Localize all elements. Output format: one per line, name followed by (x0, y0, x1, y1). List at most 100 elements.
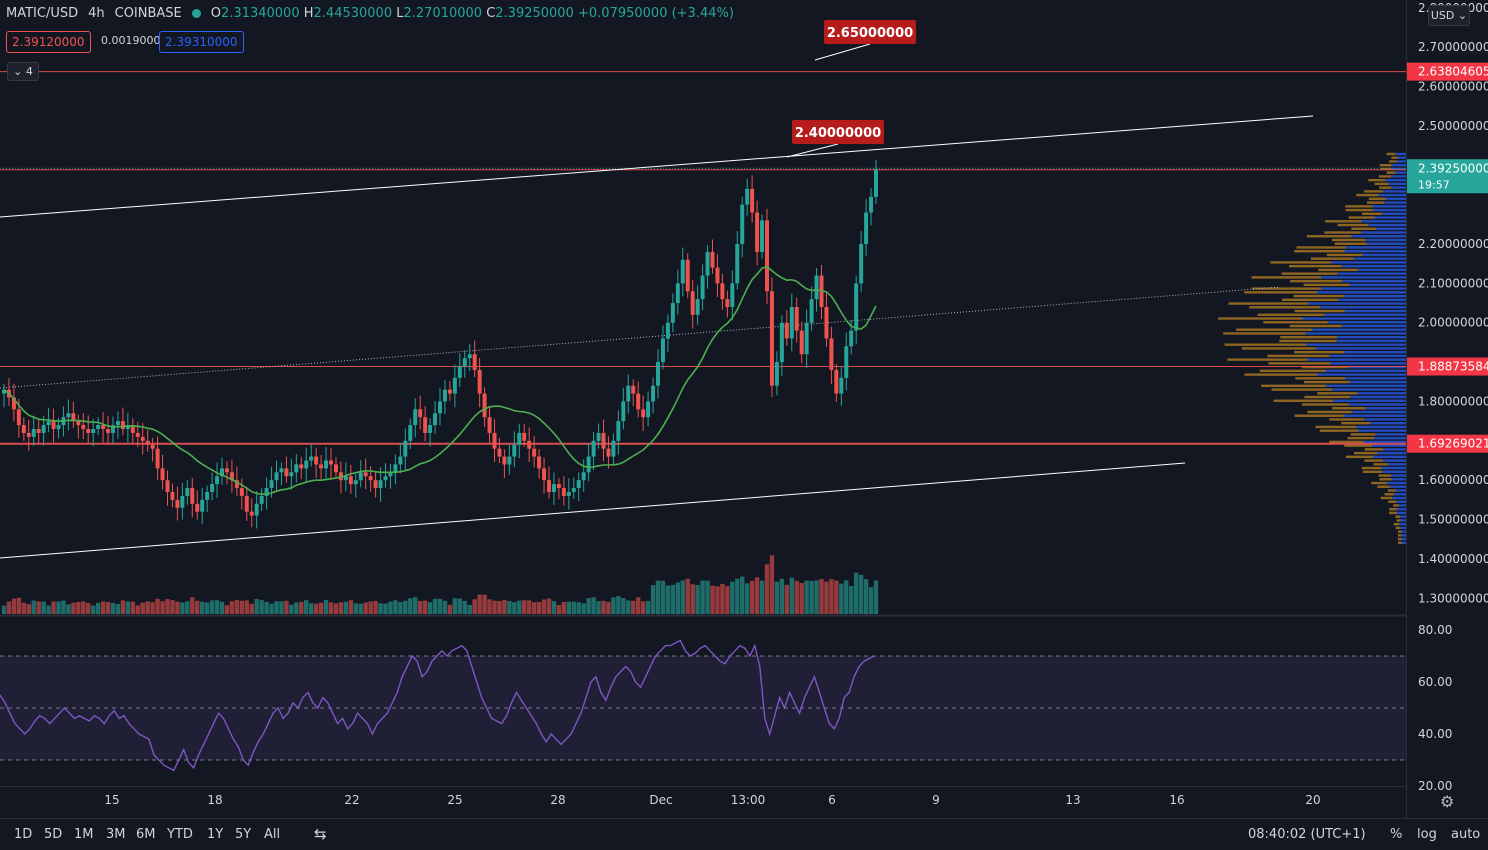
x-tick-label: 16 (1169, 793, 1184, 807)
volume-profile-down (1364, 448, 1384, 451)
volume-bar (447, 604, 453, 614)
range-all[interactable]: All (264, 827, 281, 842)
x-tick-label: Dec (649, 793, 672, 807)
candle-body (135, 432, 140, 437)
volume-profile-up (1390, 485, 1406, 488)
candle-body (284, 468, 289, 477)
chart-legend: MATIC/USD 4h COINBASE O2.31340000 H2.445… (6, 6, 734, 21)
candle-body (91, 429, 96, 433)
volume-bar (517, 600, 522, 614)
volume-bar (566, 601, 572, 614)
candle-body (621, 401, 626, 422)
volume-bar (571, 601, 576, 614)
volume-bars (1, 555, 879, 614)
volume-profile-down (1228, 302, 1309, 305)
candle-body (834, 369, 839, 394)
volume-profile-down (1334, 242, 1367, 245)
range-ytd[interactable]: YTD (167, 827, 193, 842)
volume-profile-up (1344, 414, 1406, 417)
candle-body (2, 389, 6, 394)
volume-profile-down (1257, 313, 1325, 316)
candle-body (874, 169, 878, 197)
buy-price-button[interactable]: 2.39310000 (159, 31, 244, 53)
candle-body (497, 448, 502, 457)
candle-body (566, 491, 571, 496)
volume-profile-up (1386, 481, 1406, 485)
volume-profile-down (1249, 306, 1320, 309)
candle-body (438, 401, 442, 414)
volume-profile-up (1391, 478, 1406, 481)
volume-profile-up (1375, 433, 1406, 436)
auto-toggle[interactable]: auto (1451, 827, 1481, 842)
currency-selector[interactable]: USD ⌄ (1428, 5, 1470, 26)
clock-time[interactable]: 08:40:02 (UTC+1) (1248, 827, 1366, 842)
volume-profile-down (1329, 440, 1364, 444)
range-1d[interactable]: 1D (14, 827, 33, 842)
range-5d[interactable]: 5D (44, 827, 63, 842)
volume-profile-up (1356, 425, 1406, 429)
volume-profile-up (1363, 418, 1406, 421)
volume-profile-up (1372, 455, 1406, 459)
symbol-title[interactable]: MATIC/USD (6, 6, 79, 21)
range-5y[interactable]: 5Y (235, 827, 252, 842)
volume-profile-up (1321, 287, 1406, 290)
volume-profile-up (1372, 444, 1406, 447)
candle-body (606, 448, 611, 457)
candle-body (41, 425, 46, 433)
candle-body (155, 448, 160, 469)
volume-profile-up (1305, 332, 1406, 335)
log-toggle[interactable]: log (1417, 827, 1437, 842)
candle-body (755, 212, 760, 252)
volume-profile-down (1379, 164, 1392, 167)
volume-bar (219, 601, 225, 614)
range-3m[interactable]: 3M (106, 827, 126, 842)
volume-bar (829, 579, 834, 614)
volume-bar (408, 598, 413, 614)
volume-bar (294, 602, 299, 614)
volume-bar (249, 603, 254, 614)
volume-bar (744, 583, 750, 614)
range-1m[interactable]: 1M (74, 827, 94, 842)
volume-bar (224, 605, 230, 614)
volume-bar (229, 601, 235, 614)
volume-profile-down (1251, 276, 1322, 279)
volume-bar (472, 599, 477, 614)
currency-label: USD (1430, 9, 1455, 22)
gear-icon[interactable]: ⚙ (1440, 792, 1455, 811)
volume-bar (140, 602, 145, 614)
candle-body (789, 307, 794, 339)
volume-profile-up (1381, 212, 1406, 216)
indicators-toggle[interactable]: ⌄ 4 (7, 62, 39, 81)
volume-bar (824, 581, 829, 614)
candle-body (502, 456, 507, 465)
range-1y[interactable]: 1Y (207, 827, 224, 842)
range-6m[interactable]: 6M (136, 827, 156, 842)
volume-profile-up (1345, 246, 1406, 249)
candle-body (442, 389, 447, 402)
volume-bar (710, 585, 715, 614)
volume-profile-down (1280, 336, 1337, 339)
candle-body (393, 464, 398, 473)
candle-body (101, 425, 106, 430)
percent-toggle[interactable]: % (1390, 827, 1403, 842)
candle-body (586, 456, 591, 473)
volume-profile-down (1398, 534, 1402, 537)
volume-profile-up (1306, 343, 1406, 346)
candle-body (700, 275, 705, 300)
volume-profile-up (1337, 272, 1406, 275)
volume-bar (690, 584, 695, 614)
callout-level-text: 2.40000000 (795, 126, 881, 141)
interval-label[interactable]: 4h (88, 6, 105, 21)
volume-profile-up (1319, 306, 1406, 309)
sell-price-button[interactable]: 2.39120000 (6, 31, 91, 53)
volume-profile-down (1303, 380, 1350, 384)
volume-profile-down (1294, 414, 1345, 417)
volume-profile-down (1315, 425, 1357, 429)
candle-body (378, 480, 383, 489)
volume-profile-down (1290, 279, 1343, 283)
volume-bar (700, 580, 705, 614)
volume-profile-up (1329, 354, 1406, 358)
candle-body (46, 421, 51, 426)
compare-icon[interactable]: ⇆ (314, 825, 327, 843)
